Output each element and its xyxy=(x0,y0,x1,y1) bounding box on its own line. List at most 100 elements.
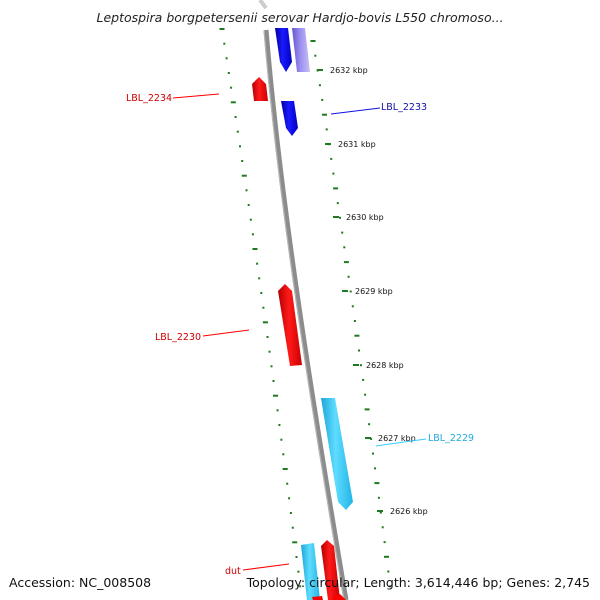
inner-tick xyxy=(249,218,252,221)
gene-dut[interactable] xyxy=(321,540,340,600)
outer-tick xyxy=(364,393,367,396)
kbp-tick-label: 2630 kbp xyxy=(346,213,384,222)
inner-tick xyxy=(219,28,225,30)
outer-tick xyxy=(310,40,316,42)
inner-tick xyxy=(223,42,226,45)
inner-tick xyxy=(241,174,247,177)
kbp-tick-label: 2629 kbp xyxy=(355,287,393,296)
label-lbl-2229[interactable]: LBL_2229 xyxy=(375,433,474,447)
inner-tick xyxy=(236,130,239,133)
inner-tick xyxy=(299,585,302,588)
inner-tick xyxy=(278,424,281,426)
inner-tick xyxy=(282,468,288,470)
outer-tick xyxy=(387,570,390,573)
inner-tick xyxy=(270,365,273,368)
inner-tick xyxy=(273,394,278,397)
outer-tick xyxy=(364,408,370,411)
kbp-tick-label: 2626 kbp xyxy=(390,507,428,516)
outer-tick xyxy=(368,423,371,426)
outer-tick xyxy=(343,246,346,249)
outer-tick xyxy=(314,54,317,57)
gene-lbl-2229[interactable] xyxy=(321,398,353,510)
inner-tick xyxy=(282,453,285,456)
gene-lbl-2234[interactable] xyxy=(252,77,268,101)
inner-tick xyxy=(266,336,269,338)
outer-tick xyxy=(332,172,335,175)
outer-tick xyxy=(351,305,354,308)
outer-tick xyxy=(321,98,324,101)
kbp-tick-label: 2628 kbp xyxy=(366,361,404,370)
outer-tick xyxy=(362,378,365,381)
outer-tick xyxy=(370,437,373,440)
outer-tick xyxy=(374,482,380,485)
inner-tick xyxy=(258,277,261,280)
inner-tick xyxy=(268,350,271,353)
outer-tick xyxy=(353,320,356,322)
gene-light-blue-bottom[interactable] xyxy=(301,543,320,600)
topology-summary: Topology: circular; Length: 3,614,446 bp… xyxy=(246,575,590,590)
inner-tick xyxy=(239,145,241,148)
label-lbl-2230[interactable]: LBL_2230 xyxy=(155,329,250,343)
outer-tick xyxy=(349,290,352,293)
outer-tick xyxy=(339,216,341,219)
inner-tick xyxy=(262,321,268,324)
inner-tick xyxy=(260,292,263,294)
major-tick-mark xyxy=(333,216,339,218)
inner-tick xyxy=(245,189,248,192)
inner-tick xyxy=(297,570,300,573)
inner-tick xyxy=(234,116,237,118)
inner-tick xyxy=(225,57,228,60)
outer-tick xyxy=(333,187,339,190)
major-tick-mark xyxy=(377,510,383,512)
outer-tick xyxy=(379,511,382,514)
inner-tick-track xyxy=(219,28,302,588)
major-ticks: 2632 kbp 2631 kbp 2630 kbp 2629 kbp 2628 kbp… xyxy=(317,66,428,516)
accession-text: Accession: NC_008508 xyxy=(9,575,152,590)
gene-lbl-2233[interactable] xyxy=(281,101,298,136)
outer-tick xyxy=(325,128,328,131)
major-tick-mark xyxy=(353,364,359,366)
gene-top-lavender[interactable] xyxy=(292,28,310,72)
inner-tick xyxy=(251,233,254,236)
major-tick-mark xyxy=(325,143,331,145)
inner-tick xyxy=(247,204,250,206)
major-tick-mark xyxy=(365,437,371,439)
inner-tick xyxy=(292,541,298,544)
kbp-tick-label: 2632 kbp xyxy=(330,66,368,75)
inner-tick xyxy=(262,306,265,309)
kbp-tick-label: 2631 kbp xyxy=(338,140,376,149)
outer-tick xyxy=(389,585,392,588)
inner-tick xyxy=(276,409,279,412)
kbp-tick-label: 2627 kbp xyxy=(378,434,416,443)
inner-tick xyxy=(286,482,289,485)
gene-top-blue[interactable] xyxy=(275,28,292,72)
inner-tick xyxy=(252,248,258,250)
outer-tick xyxy=(358,349,360,352)
outer-tick xyxy=(377,496,380,499)
map-title: Leptospira borgpetersenii serovar Hardjo… xyxy=(96,10,504,25)
inner-tick xyxy=(295,556,298,558)
outer-tick xyxy=(336,202,339,205)
gene-red-bottom-small[interactable] xyxy=(312,594,346,600)
gene-label-lbl-2234: LBL_2234 xyxy=(126,93,172,104)
outer-tick xyxy=(322,113,327,116)
outer-tick xyxy=(381,526,384,529)
outer-tick-track xyxy=(310,40,392,588)
outer-tick xyxy=(360,364,362,367)
label-lbl-2233[interactable]: LBL_2233 xyxy=(330,102,427,115)
inner-tick xyxy=(227,72,230,74)
inner-tick xyxy=(241,160,244,162)
outer-tick xyxy=(354,334,360,337)
major-tick-mark xyxy=(342,290,348,292)
backbone-top-fade xyxy=(258,0,268,10)
outer-tick xyxy=(330,157,333,160)
gene-label-lbl-2230: LBL_2230 xyxy=(155,332,201,343)
label-lbl-2234[interactable]: LBL_2234 xyxy=(126,93,220,104)
chromosome-backbone xyxy=(263,29,349,600)
outer-tick xyxy=(374,467,376,470)
outer-tick xyxy=(372,452,374,455)
outer-tick xyxy=(341,231,344,234)
label-dut[interactable]: dut xyxy=(225,563,290,577)
gene-lbl-2230[interactable] xyxy=(278,284,302,366)
inner-tick xyxy=(272,380,275,382)
